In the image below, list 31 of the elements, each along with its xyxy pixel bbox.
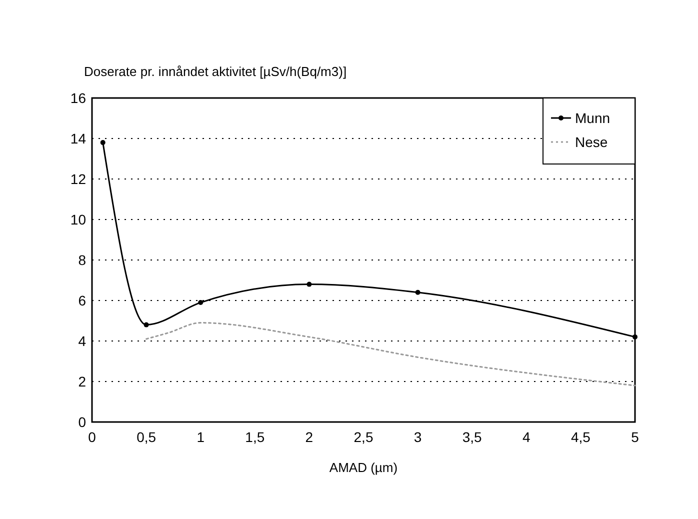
x-tick-label: 1,5: [245, 429, 265, 445]
x-tick-label: 0: [88, 429, 96, 445]
y-tick-label: 2: [78, 374, 86, 390]
y-tick-label: 4: [78, 333, 86, 349]
point: [306, 282, 312, 287]
x-tick-label: 4: [522, 429, 530, 445]
point: [100, 140, 106, 146]
y-tick-label: 6: [78, 292, 86, 308]
point: [632, 334, 638, 340]
y-tick-label: 12: [70, 171, 86, 187]
x-tick-label: 0,5: [136, 429, 156, 445]
x-tick-label: 5: [631, 429, 640, 445]
x-tick-label: 2: [305, 429, 314, 445]
x-axis-title: AMAD (µm): [329, 460, 398, 475]
point: [144, 322, 149, 328]
point: [198, 300, 204, 306]
y-tick-label: 16: [70, 90, 86, 106]
line-series: [146, 322, 636, 386]
legend-label: Munn: [575, 110, 610, 126]
chart-title: Doserate pr. innåndet aktivitet [µSv/h(Bq/m3)]: [84, 64, 347, 79]
y-tick-label: 8: [78, 252, 86, 268]
point: [415, 290, 420, 295]
legend-label: Nese: [575, 134, 608, 150]
y-tick-label: 10: [70, 212, 86, 228]
x-tick-label: 3: [414, 429, 422, 445]
x-tick-label: 3,5: [462, 429, 482, 445]
x-tick-label: 4,5: [570, 429, 591, 445]
x-tick-label: 1: [196, 429, 205, 445]
y-tick-label: 14: [70, 130, 86, 146]
x-tick-label: 2,5: [354, 429, 374, 445]
y-tick-label: 0: [78, 414, 86, 430]
